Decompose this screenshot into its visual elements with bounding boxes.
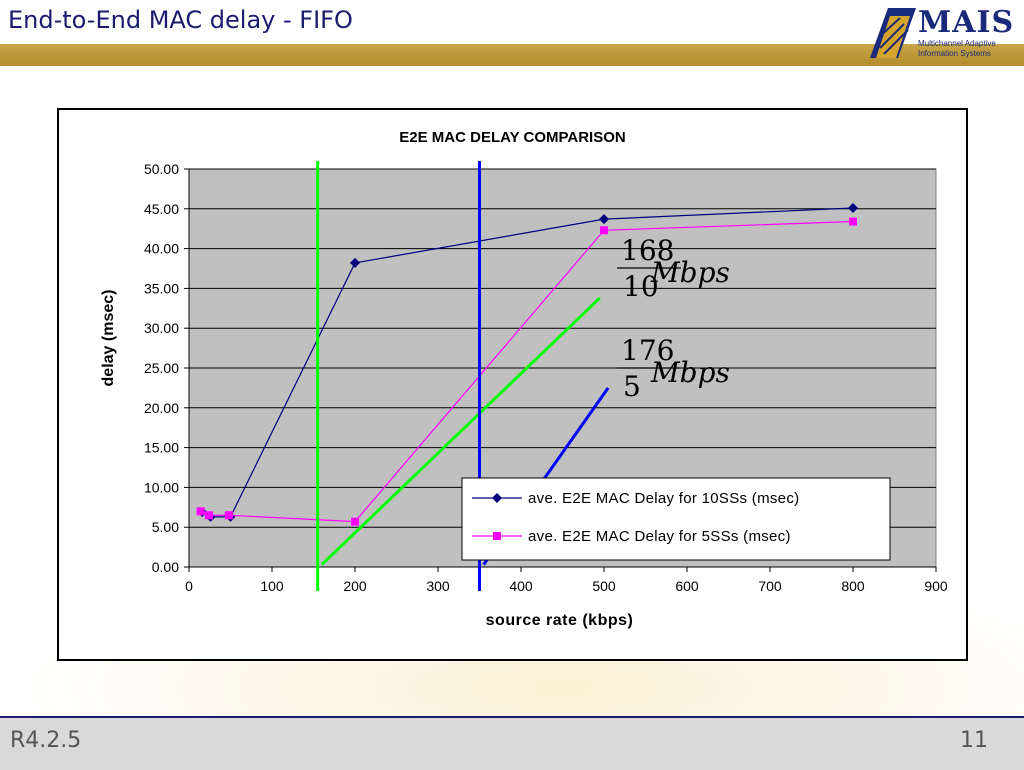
series-2-point (224, 511, 233, 520)
series-2-point (849, 217, 857, 226)
slide-header: End-to-End MAC delay - FIFO MAIS Multich… (0, 0, 1024, 66)
y-tick-label: 25.00 (144, 360, 179, 376)
series-2-point (196, 507, 205, 516)
x-tick-label: 400 (509, 578, 533, 594)
logo-subtitle: Multichannel Adaptive Information System… (918, 39, 996, 59)
series-2-point (351, 517, 359, 526)
logo-mark-icon (870, 8, 916, 58)
x-tick-label: 0 (185, 578, 193, 594)
logo-subtitle-line2: Information Systems (918, 49, 991, 58)
annotation-numerator: 168 (621, 234, 674, 267)
green-slope-line (320, 296, 601, 566)
y-tick-label: 40.00 (144, 241, 179, 257)
annotation-label: Mbps (650, 256, 730, 289)
x-tick-label: 300 (426, 578, 450, 594)
y-tick-label: 30.00 (144, 320, 179, 336)
y-tick-label: 5.00 (152, 519, 179, 535)
x-tick-label: 700 (758, 578, 782, 594)
series-1-point (599, 214, 609, 225)
footer-section-label: R4.2.5 (10, 728, 82, 753)
y-tick-label: 15.00 (144, 440, 179, 456)
slide-footer: R4.2.5 11 (0, 716, 1024, 770)
x-tick-label: 800 (841, 578, 865, 594)
annotation-denominator: 5 (623, 370, 641, 403)
logo-name: MAIS (918, 5, 1015, 40)
legend-marker-1 (492, 493, 502, 503)
y-tick-label: 35.00 (144, 280, 179, 296)
legend-box (461, 477, 891, 561)
annotation-label: Mbps (650, 356, 730, 389)
slide-title: End-to-End MAC delay - FIFO (8, 6, 353, 34)
x-tick-label: 500 (592, 578, 616, 594)
x-tick-label: 200 (343, 578, 367, 594)
annotation-denominator: 10 (623, 270, 659, 303)
mais-logo: MAIS Multichannel Adaptive Information S… (870, 8, 1020, 58)
x-axis-label: source rate (kbps) (486, 612, 634, 629)
annotation-numerator: 176 (621, 334, 674, 367)
y-tick-label: 50.00 (144, 161, 179, 177)
y-tick-label: 0.00 (152, 559, 179, 575)
page-number: 11 (960, 728, 988, 753)
series-2-point (204, 511, 213, 520)
logo-subtitle-line1: Multichannel Adaptive (918, 39, 996, 48)
delay-chart: 0.00 5.00 10.00 15.00 20.00 25.00 30.00 35.00 40… (100, 129, 948, 629)
series-1-point (848, 203, 858, 214)
header-bar (0, 44, 1024, 66)
legend-label-2: ave. E2E MAC Delay for 5SSs (msec) (528, 528, 791, 545)
legend-label-1: ave. E2E MAC Delay for 10SSs (msec) (528, 490, 799, 507)
y-tick-label: 20.00 (144, 400, 179, 416)
x-tick-label: 600 (675, 578, 699, 594)
series-1-point (350, 257, 360, 268)
y-tick-label: 10.00 (144, 479, 179, 495)
y-tick-label: 45.00 (144, 201, 179, 217)
x-tick-label: 100 (260, 578, 284, 594)
x-tick-label: 900 (924, 578, 948, 594)
chart-frame: 0.00 5.00 10.00 15.00 20.00 25.00 30.00 35.00 40… (57, 108, 968, 661)
series-2-point (600, 226, 608, 235)
legend-marker-2 (493, 532, 501, 540)
chart-title: E2E MAC DELAY COMPARISON (399, 129, 625, 146)
y-axis-label: delay (msec) (100, 290, 117, 387)
